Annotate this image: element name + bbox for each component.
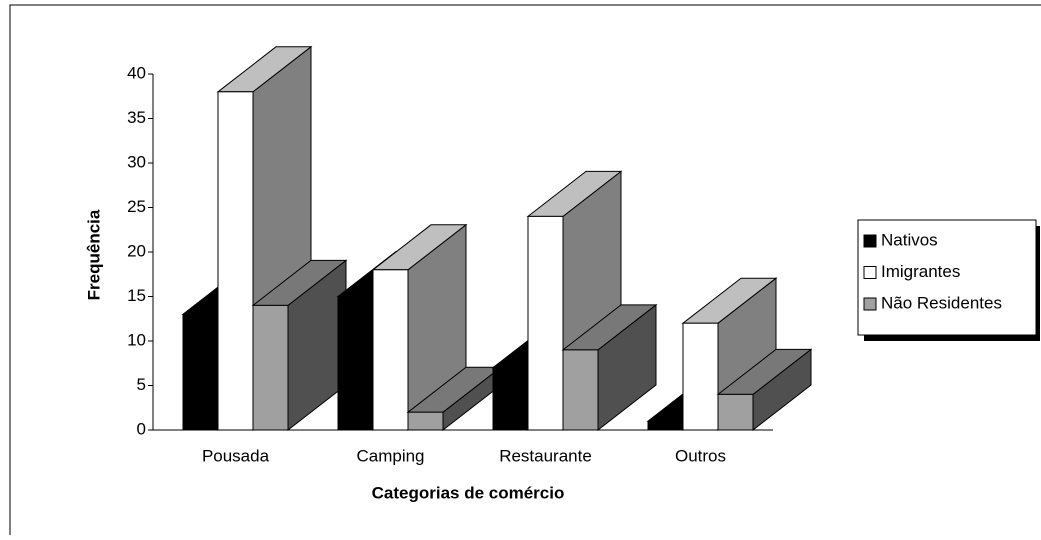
x-tick-label: Pousada [202, 446, 270, 465]
bar [337, 296, 374, 431]
legend [857, 219, 1037, 336]
y-tick-label: 40 [127, 63, 146, 82]
y-tick-label: 25 [127, 197, 146, 216]
x-tick-label: Outros [675, 446, 726, 465]
bar [647, 420, 684, 431]
x-tick-label: Restaurante [499, 446, 592, 465]
bar [562, 349, 599, 431]
y-tick-label: 30 [127, 152, 146, 171]
bar [407, 411, 444, 431]
bar [252, 304, 289, 431]
y-tick-label: 20 [127, 241, 146, 260]
legend-label: Imigrantes [881, 262, 960, 281]
chart-border [9, 4, 1041, 540]
y-tick-label: 15 [127, 286, 146, 305]
y-axis-label: Frequência [84, 209, 103, 300]
bar [372, 269, 409, 431]
bar [217, 91, 254, 431]
y-tick-label: 5 [137, 375, 146, 394]
x-axis-label: Categorias de comércio [372, 483, 565, 502]
legend-label: Não Residentes [881, 293, 1002, 312]
legend-label: Nativos [881, 230, 938, 249]
y-tick-label: 35 [127, 108, 146, 127]
legend-swatch [863, 234, 877, 248]
legend-swatch [863, 266, 877, 279]
bar [492, 367, 529, 431]
bar [182, 313, 219, 431]
x-tick-label: Camping [356, 446, 424, 465]
bar [527, 215, 564, 431]
bar [717, 393, 754, 431]
bar [682, 322, 719, 431]
legend-swatch [863, 297, 877, 311]
y-tick-label: 10 [127, 330, 146, 349]
y-tick-label: 0 [137, 419, 146, 438]
